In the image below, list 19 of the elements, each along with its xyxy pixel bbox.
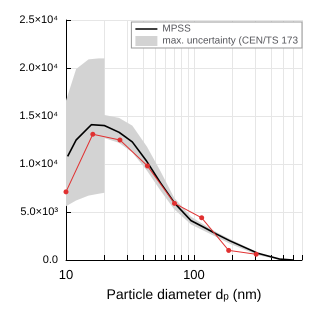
legend-label: MPSS [162, 24, 192, 34]
point [199, 215, 204, 220]
point [144, 163, 150, 168]
point [226, 248, 232, 253]
point [64, 189, 68, 194]
y-tick-label: 1.5×10⁴ [19, 110, 58, 122]
y-tick-label: 1.0×10⁴ [19, 158, 58, 170]
point [90, 132, 96, 137]
x-axis-title: Particle diameter dp (nm) [106, 286, 262, 302]
y-tick-label: 5.0×10³ [20, 206, 58, 218]
y-tick-label: 2.0×10⁴ [19, 62, 58, 74]
point [117, 138, 122, 142]
point [254, 252, 259, 257]
legend-label: max. uncertainty (CEN/TS 173 [162, 36, 298, 46]
x-tick-label: 10 [58, 267, 74, 282]
y-tick-label: 2.5×10⁴ [19, 14, 58, 26]
x-tick-label: 100 [183, 267, 205, 282]
y-tick-label: 0.0 [42, 254, 58, 266]
point [172, 200, 177, 206]
